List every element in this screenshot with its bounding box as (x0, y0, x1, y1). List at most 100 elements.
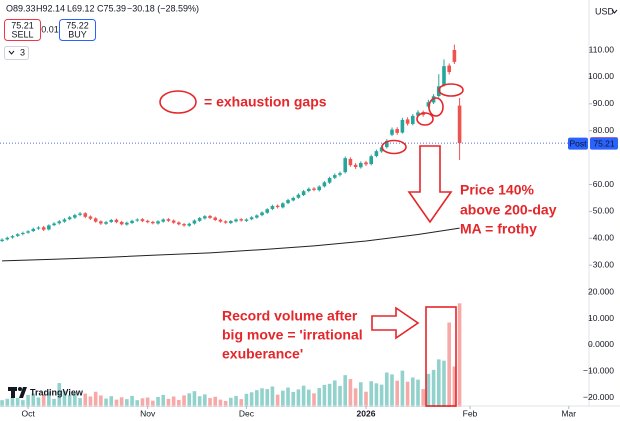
ohlc-high: H92.14 (36, 3, 65, 13)
candle-body (229, 221, 233, 223)
volume-bar (457, 303, 462, 407)
volume-bar (78, 398, 82, 407)
volume-bar (5, 398, 10, 407)
volume-bar (301, 385, 306, 407)
volume-bar (229, 397, 233, 407)
logo-mark (19, 387, 27, 398)
gap-ellipse (416, 112, 434, 126)
candle-body (145, 220, 150, 223)
candle-body (15, 234, 20, 236)
candle-body (177, 222, 181, 225)
candle-body (322, 182, 327, 187)
candle-body (213, 217, 218, 221)
volume-bar (410, 377, 415, 407)
candle-body (379, 147, 384, 152)
volume-bar (317, 388, 322, 407)
candle-body (400, 119, 405, 133)
y-tick-label: 110.00 (589, 44, 615, 54)
volume-bar (177, 399, 181, 407)
candle-body (281, 203, 285, 208)
candle-body (10, 236, 15, 238)
chevron-icon (8, 50, 15, 55)
logo-mark (18, 387, 22, 391)
volume-bar (47, 392, 51, 407)
y-tick-label: 80.00 (593, 125, 615, 135)
volume-bar (255, 390, 259, 407)
candle-body (343, 158, 348, 173)
candle-body (73, 215, 77, 218)
candle-body (93, 218, 98, 222)
candle-body (275, 205, 280, 208)
indicator-toggle[interactable] (4, 46, 29, 60)
ohlc-change: −30.18 (−28.59%) (127, 3, 199, 13)
gap-ellipse (381, 139, 407, 155)
volume-bar (286, 387, 290, 407)
volume-bar (182, 395, 186, 407)
candle-body (5, 237, 10, 240)
chevron-icon (611, 9, 618, 14)
volume-bar (104, 398, 108, 407)
volume-bar (452, 366, 457, 407)
volume-bar (156, 397, 160, 407)
candle-body (104, 222, 108, 224)
logo: TradingView (8, 387, 84, 398)
volume-bar (203, 394, 207, 407)
post-tag-label: Post (569, 138, 587, 148)
candle-body (291, 197, 296, 201)
candle-body (31, 228, 36, 232)
candle-body (0, 239, 4, 241)
candle-body (416, 112, 420, 116)
volume-note: Record volume after (222, 308, 358, 324)
volume-bar (93, 391, 98, 407)
candle-body (426, 102, 431, 107)
volume-bar (416, 379, 420, 407)
volume-tick-label: −20.000 (583, 392, 614, 402)
volume-bar (218, 399, 223, 407)
sell-button[interactable] (4, 19, 41, 41)
volume-bar (62, 390, 67, 407)
volume-bar (223, 400, 228, 407)
volume-bar (275, 394, 280, 407)
candle-body (327, 178, 332, 183)
volume-bar (140, 398, 145, 407)
volume-bar (36, 397, 41, 407)
ohlc-close: C75.39 (97, 3, 126, 13)
volume-bar (26, 394, 30, 407)
volume-tick-label: 10.000 (588, 313, 614, 323)
candle-body (208, 215, 212, 218)
volume-bar (166, 398, 171, 407)
volume-tick-label: −10.000 (583, 365, 614, 375)
candle-body (395, 129, 399, 133)
right-arrow (371, 306, 420, 340)
volume-bar (187, 393, 192, 407)
candle-body (255, 215, 259, 218)
volume-bar (359, 382, 363, 407)
volume-bar (145, 397, 150, 407)
candle-body (270, 206, 275, 209)
price-note: MA = frothy (460, 221, 537, 237)
y-tick-label: 40.00 (593, 233, 615, 243)
volume-tick-label: 20.000 (588, 287, 614, 297)
currency[interactable]: USD (595, 6, 615, 16)
volume-bar (296, 389, 301, 407)
volume-bar (265, 389, 270, 407)
volume-bar (161, 394, 166, 407)
candle-body (249, 217, 254, 220)
candle-body (41, 227, 46, 230)
volume-bar (307, 389, 311, 407)
candle-body (125, 222, 129, 225)
candle-body (52, 223, 56, 226)
x-tick-label: 2026 (357, 408, 376, 418)
y-tick-label: 60.00 (593, 179, 615, 189)
volume-bar (353, 388, 358, 407)
candle-body (203, 216, 207, 219)
candle-body (239, 219, 244, 221)
buy-button[interactable] (59, 19, 96, 41)
volume-bar (151, 400, 155, 407)
volume-bar (244, 393, 249, 407)
candle-body (21, 232, 25, 234)
volume-bar (442, 360, 446, 407)
volume-bar (426, 373, 431, 407)
volume-bar (125, 399, 129, 407)
volume-bar (197, 396, 202, 407)
